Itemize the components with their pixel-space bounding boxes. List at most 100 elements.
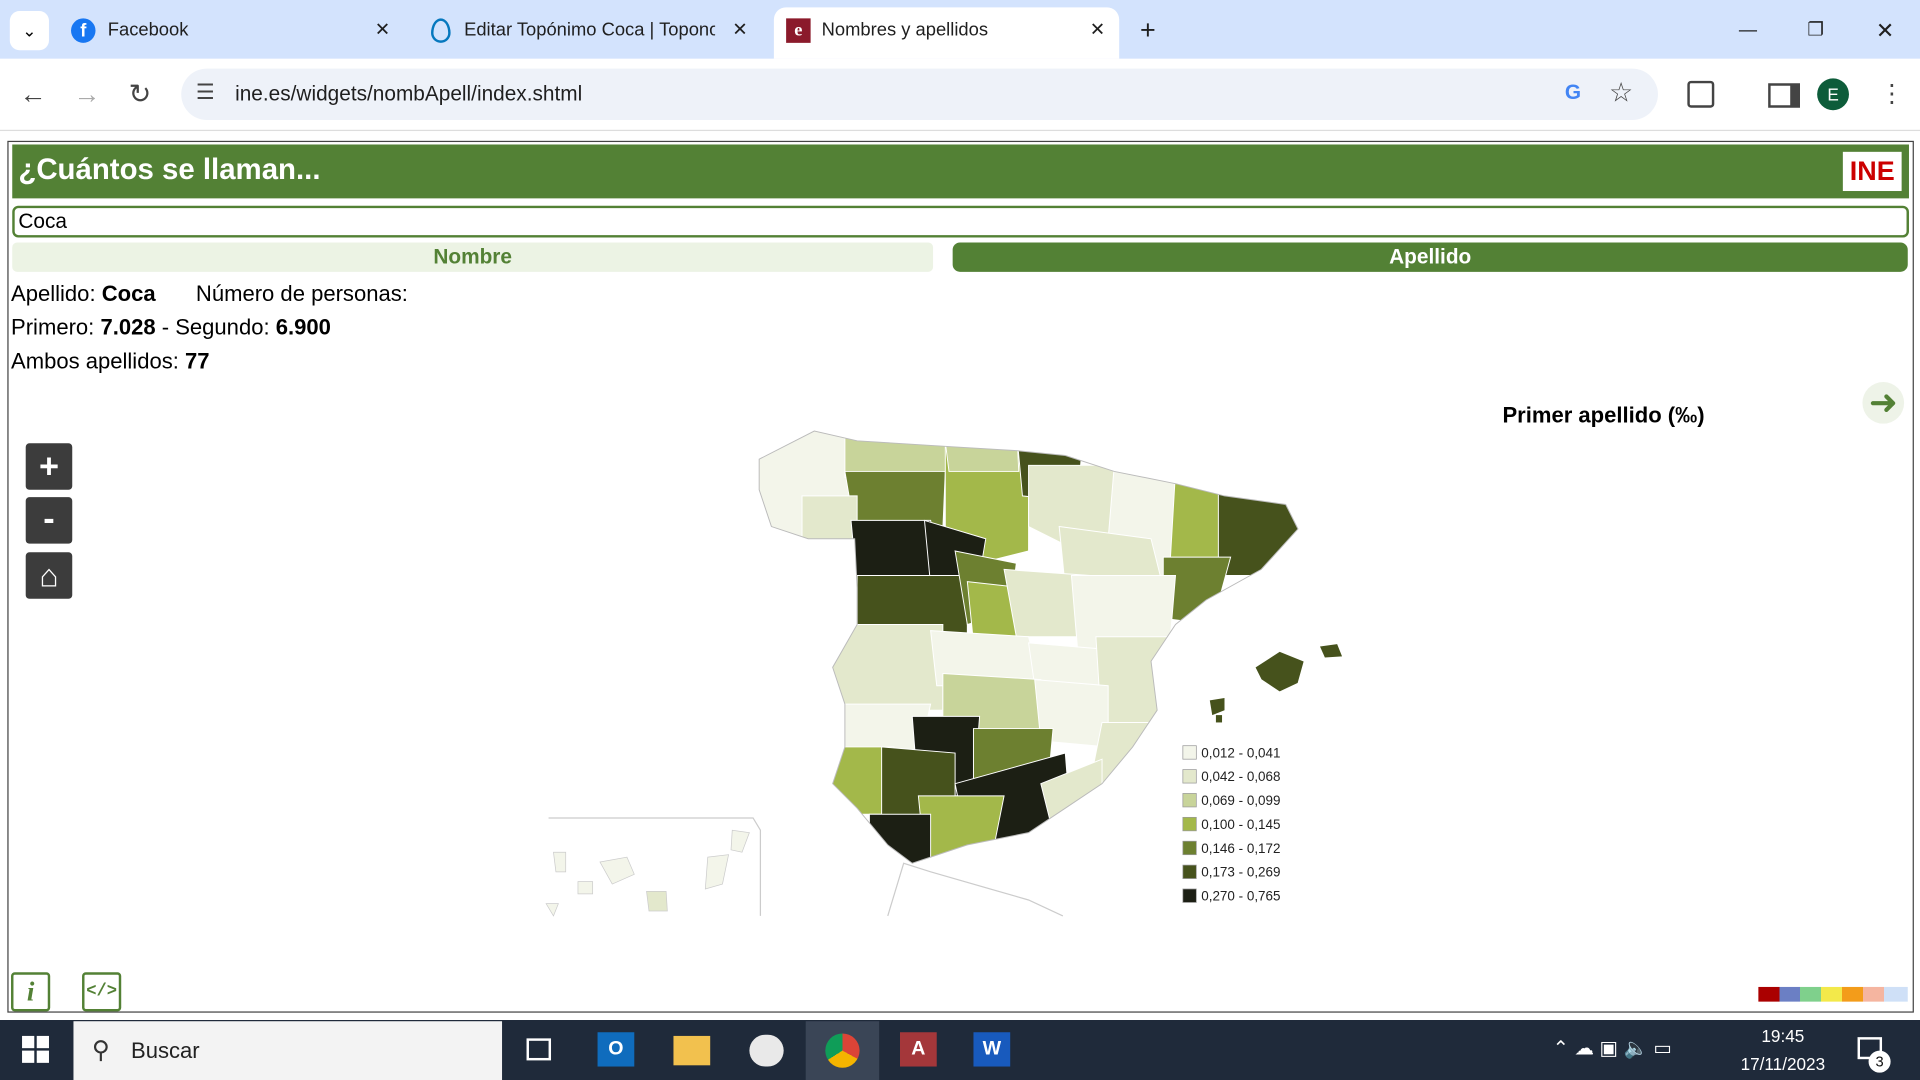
island: [599, 856, 635, 885]
word[interactable]: W: [973, 1032, 1011, 1067]
value: 77: [185, 348, 210, 374]
value: Coca: [101, 281, 156, 307]
island: [553, 851, 567, 873]
legend-swatch: [1182, 769, 1197, 784]
clock-time[interactable]: 19:45: [1761, 1026, 1805, 1046]
next-arrow[interactable]: ➜: [1862, 382, 1905, 424]
forward[interactable]: →: [73, 78, 101, 109]
legend-label: 0,100 - 0,145: [1201, 817, 1280, 832]
ine-logo: INE: [1842, 151, 1902, 192]
province: [801, 495, 858, 546]
minimize[interactable]: —: [1738, 19, 1758, 41]
island: [1254, 651, 1305, 693]
tab-search-button[interactable]: ⌄: [9, 11, 49, 51]
start-button[interactable]: [22, 1035, 49, 1063]
coastline: [758, 430, 1299, 864]
label: Primero:: [11, 314, 95, 340]
legend-label: 0,146 - 0,172: [1201, 841, 1280, 856]
legend-label: 0,270 - 0,765: [1201, 889, 1280, 904]
legend-label: 0,012 - 0,041: [1201, 745, 1280, 760]
search-input[interactable]: [12, 205, 1909, 238]
tab-close[interactable]: ✕: [374, 19, 391, 41]
result-line: Apellido: Coca: [11, 282, 156, 308]
new-tab[interactable]: +: [1140, 14, 1156, 46]
notification-count: 3: [1868, 1050, 1891, 1073]
island: [704, 854, 730, 890]
label: Número de personas:: [195, 281, 408, 307]
island: [1215, 715, 1223, 723]
bookmark[interactable]: ☆: [1608, 77, 1634, 108]
tab-nombre[interactable]: Nombre: [12, 242, 934, 272]
province: [819, 624, 944, 711]
province: [1217, 477, 1298, 577]
close-window[interactable]: ✕: [1875, 18, 1895, 43]
reload[interactable]: ↻: [128, 78, 152, 109]
widget-header: [12, 144, 1909, 199]
zoom-in[interactable]: +: [25, 443, 73, 490]
legend-swatch: [1182, 840, 1197, 856]
island: [1209, 697, 1225, 716]
zoom-home[interactable]: ⌂: [25, 552, 73, 599]
active-tab[interactable]: [773, 7, 1120, 59]
tab[interactable]: Facebook: [107, 19, 189, 41]
url[interactable]: ine.es/widgets/nombApell/index.shtml: [235, 82, 583, 106]
site-info[interactable]: ☰: [195, 80, 215, 105]
label: Apellido:: [11, 281, 96, 307]
task-view[interactable]: [526, 1038, 552, 1061]
legend-label: 0,069 - 0,099: [1201, 793, 1280, 808]
canary-inset: [548, 817, 762, 916]
legend-swatch: [1182, 816, 1197, 832]
island: [646, 891, 668, 912]
province: [844, 431, 956, 479]
label: Ambos apellidos:: [11, 348, 179, 374]
palette-selector[interactable]: [1758, 986, 1908, 1002]
island: [545, 903, 559, 917]
tab-close[interactable]: ✕: [732, 19, 748, 41]
file-explorer[interactable]: [673, 1035, 711, 1066]
google-lens[interactable]: G: [1564, 80, 1582, 105]
chrome[interactable]: [825, 1033, 860, 1068]
snipping-tool[interactable]: [749, 1034, 784, 1067]
ine-favicon: e: [786, 18, 811, 43]
clock-date[interactable]: 17/11/2023: [1740, 1054, 1826, 1074]
menu[interactable]: ⋮: [1879, 80, 1905, 108]
island: [577, 881, 594, 895]
info-button[interactable]: i: [11, 972, 51, 1012]
legend-swatch: [1182, 793, 1197, 808]
embed-button[interactable]: </>: [82, 972, 122, 1012]
result-line: Primero: 7.028 - Segundo: 6.900: [11, 315, 331, 341]
map-title: Primer apellido (‰): [1502, 402, 1705, 428]
legend-swatch: [1182, 888, 1197, 903]
legend-swatch: [1182, 745, 1197, 760]
legend-swatch: [1182, 864, 1197, 879]
zoom-out[interactable]: -: [25, 497, 73, 544]
widget-title: ¿Cuántos se llaman...: [18, 153, 321, 187]
legend-label: 0,042 - 0,068: [1201, 769, 1280, 784]
outlook[interactable]: O: [597, 1032, 635, 1067]
legend-label: 0,173 - 0,269: [1201, 865, 1280, 880]
island: [1320, 644, 1343, 658]
taskbar-search[interactable]: [73, 1021, 503, 1080]
tray-icons[interactable]: ⌃ ☁ ▣ 🔈 ▭: [1552, 1038, 1672, 1060]
africa-coast: [887, 862, 1064, 917]
tab-close[interactable]: ✕: [1089, 19, 1106, 41]
restore[interactable]: ❐: [1807, 19, 1824, 41]
tab[interactable]: Editar Topónimo Coca | Topono: [464, 19, 716, 41]
search-icon: ⚲: [91, 1037, 110, 1065]
tab-apellido[interactable]: Apellido: [952, 242, 1908, 272]
tab[interactable]: Nombres y apellidos: [821, 19, 989, 41]
omnibox[interactable]: [181, 68, 1658, 121]
taskbar-search-text[interactable]: Buscar: [131, 1038, 200, 1063]
back[interactable]: ←: [19, 78, 47, 109]
extensions[interactable]: [1687, 80, 1715, 108]
search-value[interactable]: Coca: [18, 209, 67, 233]
facebook-icon: f: [71, 18, 96, 43]
province: [917, 795, 1005, 858]
access[interactable]: A: [900, 1032, 937, 1067]
profile[interactable]: E: [1817, 78, 1849, 111]
side-panel[interactable]: [1768, 83, 1801, 108]
